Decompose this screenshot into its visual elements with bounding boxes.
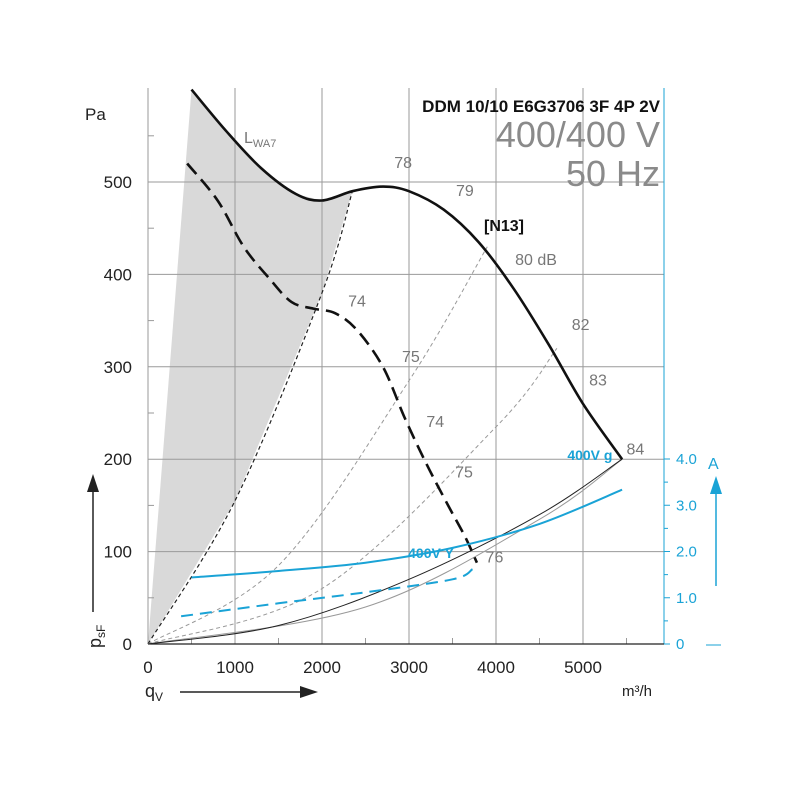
sound-line-75	[147, 246, 488, 645]
db-label: 80 dB	[515, 252, 557, 269]
db-label: 74	[348, 294, 366, 311]
db-label: 74	[426, 414, 444, 431]
chart-title: DDM 10/10 E6G3706 3F 4P 2V	[422, 97, 660, 116]
right-tick-label: 4.0	[676, 451, 697, 468]
y-axis-label: psF	[85, 625, 108, 648]
sound-power-label-sub: WA7	[253, 138, 276, 150]
db-label: 75	[455, 465, 473, 482]
x-tick-label: 0	[143, 658, 152, 677]
x-tick-label: 5000	[564, 658, 602, 677]
sound-lines-layer	[147, 191, 623, 645]
y-tick-label: 300	[104, 358, 132, 377]
operating-point-label: [N13]	[484, 218, 524, 235]
right-tick-label: 2.0	[676, 544, 697, 561]
db-label: 82	[572, 317, 590, 334]
right-tick-label: 3.0	[676, 497, 697, 514]
tick-labels-layer: 0 1000 2000 3000 4000 5000010020030040050001.…	[104, 173, 721, 677]
system-curve	[147, 458, 623, 645]
x-axis-arrow-head	[300, 686, 318, 698]
y-unit-label: Pa	[85, 105, 106, 124]
series-line-400V-g	[191, 488, 623, 579]
y-tick-label: 200	[104, 450, 132, 469]
db-label: 83	[589, 372, 607, 389]
x-unit-label: m³/h	[622, 683, 652, 700]
sound-line-74	[147, 191, 353, 645]
right-tick-label: 1.0	[676, 590, 697, 607]
y-tick-label: 500	[104, 173, 132, 192]
voltage-subtitle: 400/400 V	[496, 114, 660, 155]
series-layer: 400V g 400V Y	[180, 88, 624, 618]
y-tick-label: 400	[104, 265, 132, 284]
x-tick-label: 1000	[216, 658, 254, 677]
y-tick-label: 100	[104, 543, 132, 562]
sound-power-label: LWA7	[244, 130, 276, 150]
db-label: 78	[394, 155, 412, 172]
series-label-400v-y: 400V Y	[408, 545, 454, 561]
series-line-pressure-high	[190, 88, 624, 460]
db-label: 76	[486, 550, 504, 567]
frequency-subtitle: 50 Hz	[566, 153, 660, 194]
x-tick-label: 2000	[303, 658, 341, 677]
right-zero-dash: —	[706, 636, 721, 653]
x-axis-label: qV	[145, 681, 163, 704]
right-tick-label: 0	[676, 636, 684, 653]
x-tick-label: 4000	[477, 658, 515, 677]
right-axis-arrow-head	[710, 476, 722, 494]
sound-power-label-main: L	[244, 130, 253, 147]
db-label: 79	[456, 183, 474, 200]
series-line-pressure-low	[186, 162, 479, 564]
series-label-400v-g: 400V g	[567, 447, 612, 463]
db-label: 75	[402, 349, 420, 366]
y-tick-label: 0	[123, 635, 132, 654]
series-line-400V-Y	[180, 568, 474, 618]
right-unit-label: A	[708, 456, 719, 473]
db-label: 84	[627, 442, 645, 459]
sound-line-82	[147, 347, 558, 645]
sound-line-84	[147, 458, 623, 645]
y-axis-arrow-head	[87, 474, 99, 492]
x-tick-label: 3000	[390, 658, 428, 677]
grid-layer	[147, 88, 670, 645]
db-labels-layer: 78 79 80 dB 74 75 82 83 74 75 84 76	[348, 155, 644, 567]
